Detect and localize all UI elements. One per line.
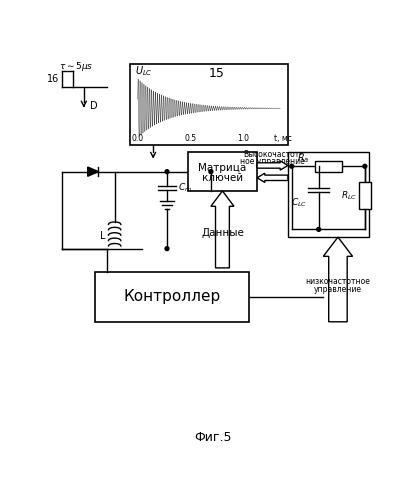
Text: $R_a$: $R_a$ [297,152,310,166]
Text: Фиг.5: Фиг.5 [194,431,232,444]
Circle shape [290,164,294,168]
Polygon shape [257,173,288,182]
Bar [130,64,288,144]
Polygon shape [257,161,288,170]
Text: 1.0: 1.0 [237,134,249,143]
Text: L: L [100,230,105,240]
Bar [359,182,371,208]
Text: Матрица: Матрица [198,163,247,173]
Circle shape [363,164,367,168]
Text: $U_{LC}$: $U_{LC}$ [135,64,153,78]
Text: Данные: Данные [201,228,244,238]
Text: t, мс: t, мс [274,134,292,143]
Text: низкочастотное: низкочастотное [305,278,370,286]
Circle shape [165,170,169,173]
Text: ключей: ключей [202,173,243,183]
Circle shape [317,228,321,232]
Text: $\tau\sim5\mu s$: $\tau\sim5\mu s$ [59,60,93,72]
Text: $R_{LC}$: $R_{LC}$ [342,190,358,202]
Text: Контроллер: Контроллер [124,290,221,304]
Text: 0.0: 0.0 [132,134,144,143]
Circle shape [165,246,169,250]
Text: $C_m$: $C_m$ [178,182,192,194]
Polygon shape [88,167,99,176]
Bar [288,152,369,237]
Text: Высокочастот-: Высокочастот- [243,150,302,159]
Text: D: D [90,101,98,111]
Bar [315,161,342,172]
Text: 0.5: 0.5 [184,134,196,143]
Polygon shape [323,237,353,322]
Text: 16: 16 [47,74,59,84]
Text: ное управление: ное управление [240,157,305,166]
Bar [188,152,257,191]
Circle shape [209,170,213,173]
Bar [95,272,249,322]
Text: 15: 15 [209,66,225,80]
Text: $C_{LC}$: $C_{LC}$ [291,197,307,209]
Text: управление: управление [314,285,362,294]
Polygon shape [211,191,234,268]
